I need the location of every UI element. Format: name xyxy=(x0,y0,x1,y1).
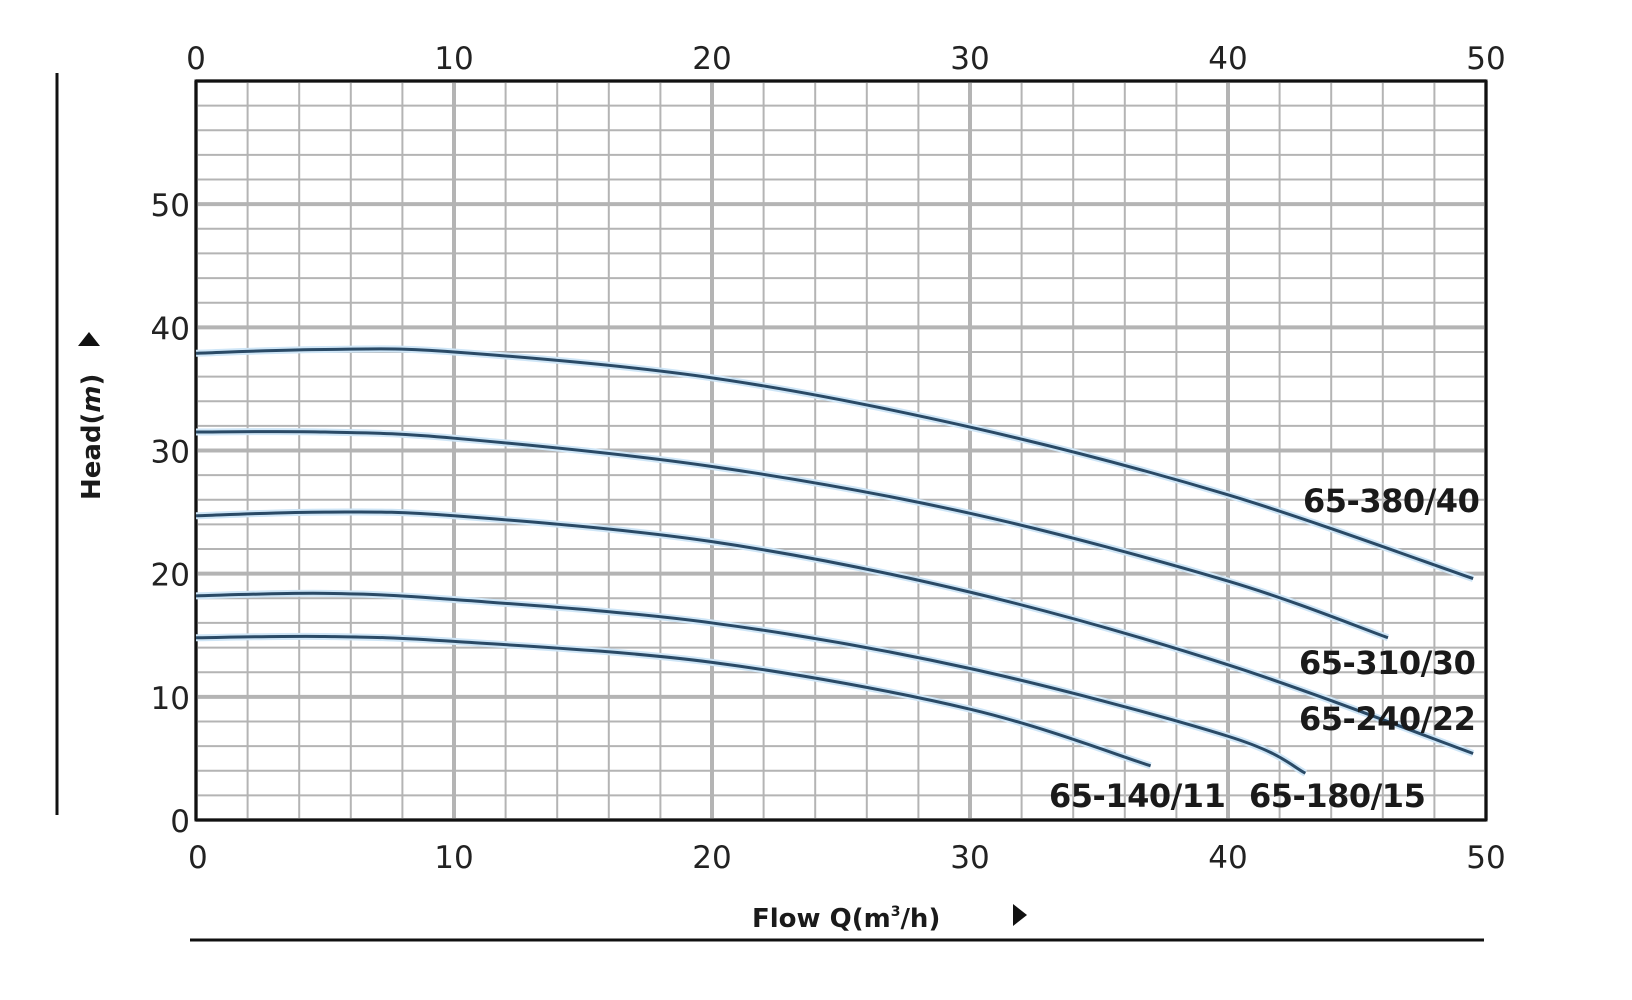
curve-65-310-30 xyxy=(195,430,1389,640)
curves xyxy=(195,345,1475,777)
y-tick-label: 50 xyxy=(151,188,190,224)
curve-halo-1 xyxy=(195,428,1390,642)
curve-label-65-380-40: 65-380/40 xyxy=(1303,482,1479,520)
x-axis-label: Flow Q(m3/h) xyxy=(752,904,940,934)
x-tick-label: 10 xyxy=(434,840,473,876)
curve-label-65-240-22: 65-240/22 xyxy=(1299,700,1475,738)
curve-65-240-22 xyxy=(195,510,1474,755)
x-tick-label: 50 xyxy=(1466,840,1505,876)
x-tick-label: 30 xyxy=(950,840,989,876)
curve-halo-0 xyxy=(195,345,1475,582)
x-tick-label-top: 30 xyxy=(950,41,989,77)
x-tick-label: 0 xyxy=(188,840,208,876)
curve-label-65-180-15: 65-180/15 xyxy=(1249,777,1425,815)
x-tick-label-top: 0 xyxy=(186,41,206,77)
curve-65-380-40 xyxy=(195,347,1474,581)
curve-65-180-15 xyxy=(195,591,1307,775)
x-tick-label-top: 10 xyxy=(434,41,473,77)
x-tick-label-top: 50 xyxy=(1466,41,1505,77)
y-tick-label: 20 xyxy=(151,558,190,594)
grid xyxy=(194,79,1488,822)
y-tick-label: 10 xyxy=(151,681,190,717)
curve-label-65-140-11: 65-140/11 xyxy=(1049,777,1225,815)
curve-65-140-11 xyxy=(195,634,1152,768)
x-tick-label: 40 xyxy=(1208,840,1247,876)
x-tick-label-top: 20 xyxy=(692,41,731,77)
x-axis-arrow-icon xyxy=(1013,904,1027,926)
x-tick-labels-top: 0 10 20 30 40 50 xyxy=(186,41,1506,77)
y-tick-labels: 0 10 20 30 40 50 xyxy=(151,188,190,840)
y-tick-label: 30 xyxy=(151,435,190,471)
y-tick-label: 0 xyxy=(170,804,190,840)
y-tick-label: 40 xyxy=(151,311,190,347)
y-axis-label: Head(m) xyxy=(77,374,107,500)
y-axis-arrow-icon xyxy=(78,332,100,346)
x-tick-label-top: 40 xyxy=(1208,41,1247,77)
x-tick-labels: 0 10 20 30 40 50 xyxy=(188,840,1506,876)
curve-label-65-310-30: 65-310/30 xyxy=(1299,644,1475,682)
x-tick-label: 20 xyxy=(692,840,731,876)
plot-frame xyxy=(194,79,1488,822)
